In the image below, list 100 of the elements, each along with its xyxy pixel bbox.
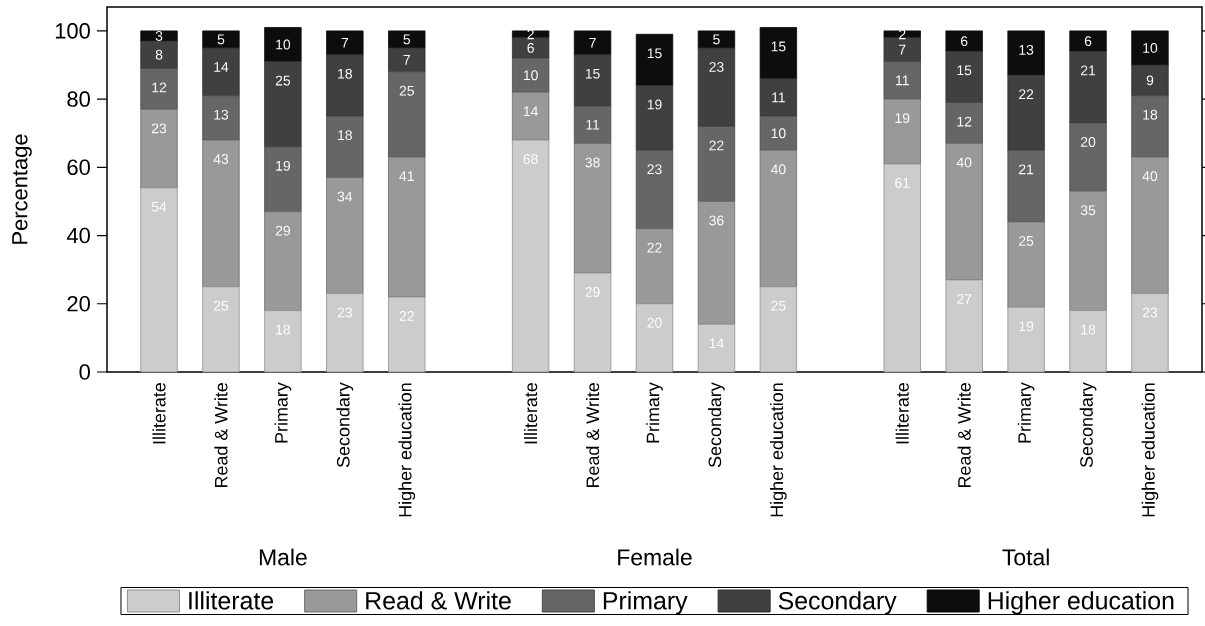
data-label: 13: [214, 109, 229, 120]
x-tick-label: Illiterate: [152, 383, 166, 444]
y-tick-label: 60: [67, 159, 90, 176]
data-label: 14: [523, 106, 538, 117]
data-label: 25: [399, 85, 414, 96]
data-label: 14: [214, 62, 229, 72]
data-label: 10: [1143, 42, 1158, 53]
data-label: 36: [709, 215, 724, 226]
data-label: 7: [403, 55, 410, 65]
x-tick-label: Secondary: [1079, 382, 1097, 468]
bar: [759, 27, 798, 80]
data-label: 2: [899, 29, 906, 40]
data-label: 3: [155, 31, 163, 41]
bar: [697, 30, 736, 49]
legend-label: Secondary: [778, 591, 897, 615]
data-label: 2: [527, 29, 534, 40]
y-tick-label: 20: [67, 296, 90, 312]
data-label: 18: [1143, 109, 1158, 120]
data-label: 15: [585, 68, 600, 79]
data-label: 7: [341, 38, 349, 48]
data-label: 25: [275, 75, 291, 86]
legend-label: Illiterate: [189, 591, 274, 610]
y-axis-title: Percentage: [12, 134, 32, 244]
x-tick-label: Read & Write: [585, 383, 600, 488]
data-label: 23: [709, 61, 724, 72]
data-label: 23: [151, 123, 167, 134]
data-label: 29: [275, 225, 290, 236]
bar: [326, 30, 364, 56]
x-tick-label: Read & Write: [957, 383, 971, 488]
data-label: 21: [1080, 65, 1096, 76]
data-label: 15: [647, 48, 662, 59]
bar: [202, 30, 240, 49]
data-label: 22: [709, 140, 724, 151]
bar: [1131, 30, 1169, 66]
text: Male: [259, 548, 307, 566]
data-label: 10: [276, 39, 291, 50]
data-label: 6: [961, 36, 968, 47]
legend-label: Primary: [603, 591, 688, 615]
x-tick-label: Illiterate: [895, 383, 909, 444]
x-tick-label: Primary: [1017, 382, 1035, 443]
data-label: 6: [527, 42, 534, 53]
data-label: 43: [213, 154, 229, 164]
x-tick-label: Illiterate: [524, 383, 538, 444]
data-label: 13: [1019, 44, 1034, 55]
data-label: 18: [338, 68, 352, 79]
data-label: 11: [896, 75, 909, 86]
text: Female: [618, 548, 692, 566]
data-label: 15: [771, 41, 786, 52]
data-label: 10: [771, 128, 786, 139]
data-label: 20: [1080, 137, 1096, 147]
data-label: 19: [276, 160, 290, 171]
y-tick-label: 0: [79, 364, 90, 380]
data-label: 38: [585, 157, 600, 168]
bar: [635, 33, 674, 86]
legend-label: Higher education: [988, 591, 1174, 615]
data-label: 5: [403, 34, 411, 45]
data-label: 6: [1084, 36, 1092, 47]
y-tick-label: 80: [67, 91, 90, 107]
data-label: 15: [957, 65, 972, 76]
x-tick-label: Higher education: [398, 383, 416, 517]
data-label: 40: [1142, 171, 1158, 182]
x-tick-label: Secondary: [336, 382, 354, 468]
data-label: 40: [770, 164, 786, 175]
x-tick-label: Secondary: [708, 382, 725, 468]
x-tick-label: Read & Write: [214, 383, 228, 488]
bar: [1069, 30, 1107, 52]
data-label: 35: [1080, 205, 1096, 216]
data-label: 41: [399, 171, 414, 181]
data-label: 34: [337, 191, 353, 202]
x-tick-label: Primary: [274, 382, 292, 443]
bar: [1007, 30, 1045, 76]
data-label: 8: [155, 49, 163, 60]
data-label: 10: [523, 70, 538, 81]
data-label: 11: [586, 119, 600, 130]
data-label: 5: [713, 34, 720, 45]
data-label: 11: [772, 92, 785, 103]
data-label: 23: [647, 164, 662, 175]
data-label: 12: [957, 116, 972, 127]
data-label: 7: [899, 44, 906, 55]
legend-label: Read & Write: [366, 591, 511, 610]
bar: [388, 30, 426, 49]
data-label: 19: [895, 113, 910, 124]
data-label: 25: [1019, 235, 1034, 246]
data-label: 22: [1019, 89, 1034, 100]
bar: [945, 30, 983, 52]
text: Total: [1002, 548, 1049, 566]
bar: [264, 27, 302, 62]
y-tick-label: 100: [55, 23, 90, 39]
data-label: 12: [152, 82, 167, 93]
data-label: 19: [647, 99, 662, 110]
data-label: 21: [1019, 164, 1034, 175]
data-label: 22: [647, 242, 662, 253]
y-tick-label: 40: [66, 227, 90, 244]
data-label: 9: [1146, 75, 1154, 86]
x-tick-label: Higher education: [770, 383, 787, 517]
data-label: 5: [217, 34, 225, 45]
bar: [573, 30, 612, 56]
data-label: 40: [956, 157, 972, 168]
data-label: 18: [338, 130, 352, 141]
x-tick-label: Primary: [646, 382, 663, 443]
